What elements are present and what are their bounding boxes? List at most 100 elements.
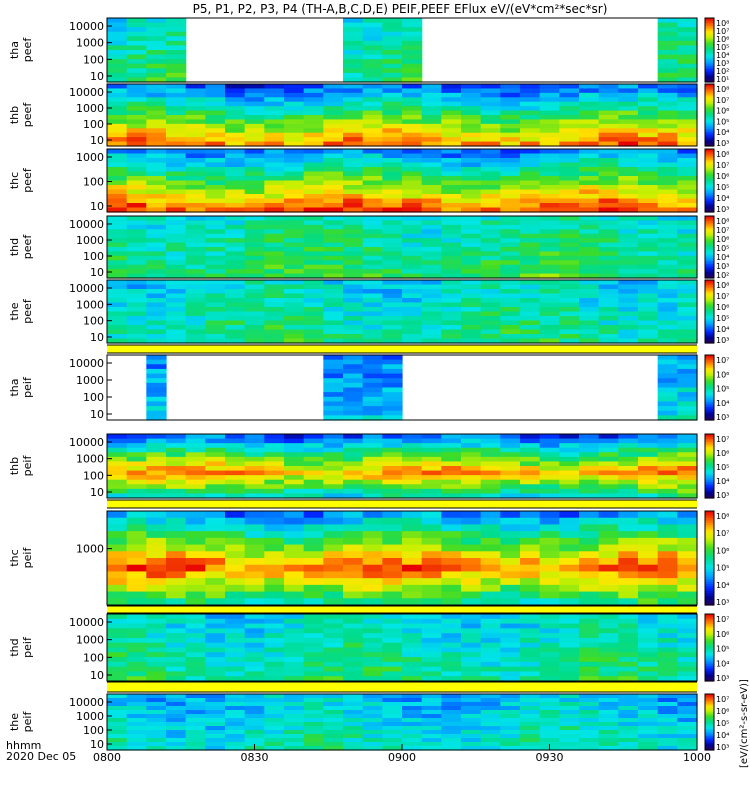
spectrogram-cell bbox=[303, 162, 324, 168]
colorbar-segment bbox=[705, 223, 714, 226]
spectrogram-cell bbox=[303, 110, 324, 116]
spectrogram-cell bbox=[205, 694, 226, 699]
spectrogram-cell bbox=[579, 325, 600, 331]
spectrogram-cell bbox=[166, 88, 187, 94]
spectrogram-cell bbox=[205, 242, 226, 248]
spectrogram-cell bbox=[244, 238, 265, 244]
spectrogram-cell bbox=[244, 694, 265, 699]
spectrogram-cell bbox=[146, 247, 167, 253]
spectrogram-cell bbox=[362, 255, 383, 261]
spectrogram-cell bbox=[559, 438, 580, 444]
colorbar-tick-label: 10³ bbox=[716, 491, 729, 500]
spectrogram-cell bbox=[362, 591, 383, 599]
spectrogram-cell bbox=[520, 461, 541, 467]
spectrogram-cell bbox=[225, 702, 246, 707]
spectrogram-cell bbox=[264, 180, 285, 186]
spectrogram-cell bbox=[303, 264, 324, 270]
spectrogram-cell bbox=[657, 119, 678, 125]
spectrogram-cell bbox=[205, 325, 226, 331]
colorbar-tick-label: 10⁶ bbox=[716, 107, 729, 116]
spectrogram-cell bbox=[362, 264, 383, 270]
spectrogram-cell bbox=[461, 671, 482, 677]
spectrogram-cell bbox=[421, 101, 442, 107]
spectrogram-cell bbox=[657, 92, 678, 98]
spectrogram-cell bbox=[382, 714, 403, 719]
colorbar-segment bbox=[705, 94, 714, 97]
spectrogram-cell bbox=[244, 537, 265, 546]
spectrogram-cell bbox=[441, 671, 462, 677]
spectrogram-cell bbox=[598, 264, 619, 270]
separator-stripe bbox=[107, 500, 697, 508]
spectrogram-cell bbox=[284, 128, 305, 134]
spectrogram-cell bbox=[382, 666, 403, 673]
spectrogram-cell bbox=[598, 671, 619, 677]
spectrogram-cell bbox=[362, 54, 383, 60]
spectrogram-cell bbox=[205, 598, 226, 606]
chart-title: P5, P1, P2, P3, P4 (TH-A,B,C,D,E) PEIF,P… bbox=[193, 2, 608, 16]
spectrogram-cell bbox=[618, 84, 639, 90]
spectrogram-cell bbox=[166, 311, 187, 317]
colorbar-segment bbox=[705, 93, 714, 96]
spectrogram-cell bbox=[677, 652, 698, 658]
spectrogram-cell bbox=[421, 558, 442, 566]
spectrogram-cell bbox=[382, 54, 403, 60]
spectrogram-cell bbox=[382, 216, 403, 222]
colorbar-segment bbox=[705, 259, 714, 262]
spectrogram-cell bbox=[284, 92, 305, 98]
spectrogram-cell bbox=[126, 302, 147, 308]
spectrogram-cell bbox=[579, 203, 600, 209]
spectrogram-cell bbox=[559, 101, 580, 107]
colorbar-tick-label: 10⁵ bbox=[716, 463, 729, 472]
spectrogram-cell bbox=[362, 598, 383, 606]
spectrogram-cell bbox=[421, 447, 442, 453]
colorbar-segment bbox=[705, 149, 714, 152]
spectrogram-cell bbox=[382, 302, 403, 308]
spectrogram-cell bbox=[107, 710, 128, 715]
spectrogram-cell bbox=[225, 338, 246, 344]
spectrogram-cell bbox=[638, 666, 659, 673]
spectrogram-cell bbox=[559, 443, 580, 449]
spectrogram-cell bbox=[323, 171, 344, 177]
spectrogram-cell bbox=[382, 132, 403, 138]
spectrogram-cell bbox=[205, 722, 226, 727]
spectrogram-cell bbox=[126, 591, 147, 599]
spectrogram-cell bbox=[323, 628, 344, 634]
spectrogram-cell bbox=[146, 293, 167, 299]
spectrogram-cell bbox=[441, 470, 462, 476]
spectrogram-cell bbox=[107, 746, 128, 751]
spectrogram-cell bbox=[244, 718, 265, 723]
spectrogram-cell bbox=[657, 387, 678, 393]
spectrogram-cell bbox=[382, 406, 403, 412]
spectrogram-cell bbox=[126, 137, 147, 143]
y-tick-label: 10000 bbox=[69, 616, 104, 629]
spectrogram-cell bbox=[323, 338, 344, 344]
spectrogram-cell bbox=[618, 176, 639, 182]
spectrogram-cell bbox=[441, 158, 462, 164]
spectrogram-cell bbox=[343, 54, 364, 60]
spectrogram-cell bbox=[146, 149, 167, 155]
spectrogram-cell bbox=[421, 438, 442, 444]
spectrogram-cell bbox=[559, 273, 580, 279]
spectrogram-cell bbox=[185, 637, 206, 644]
spectrogram-cell bbox=[579, 447, 600, 453]
spectrogram-cell bbox=[520, 475, 541, 481]
spectrogram-cell bbox=[421, 742, 442, 747]
spectrogram-cell bbox=[480, 106, 501, 112]
spectrogram-cell bbox=[657, 18, 678, 24]
spectrogram-cell bbox=[598, 338, 619, 344]
colorbar-segment bbox=[705, 576, 714, 580]
spectrogram-cell bbox=[166, 334, 187, 340]
spectrogram-cell bbox=[166, 571, 187, 579]
spectrogram-cell bbox=[185, 123, 206, 129]
spectrogram-cell bbox=[461, 466, 482, 472]
spectrogram-cell bbox=[343, 598, 364, 606]
spectrogram-cell bbox=[146, 141, 167, 147]
spectrogram-cell bbox=[244, 220, 265, 226]
spectrogram-cell bbox=[638, 578, 659, 586]
spectrogram-cell bbox=[657, 293, 678, 299]
spectrogram-cell bbox=[126, 558, 147, 566]
spectrogram-cell bbox=[225, 189, 246, 195]
spectrogram-cell bbox=[185, 456, 206, 463]
spectrogram-cell bbox=[264, 484, 285, 490]
spectrogram-cell bbox=[480, 591, 501, 599]
